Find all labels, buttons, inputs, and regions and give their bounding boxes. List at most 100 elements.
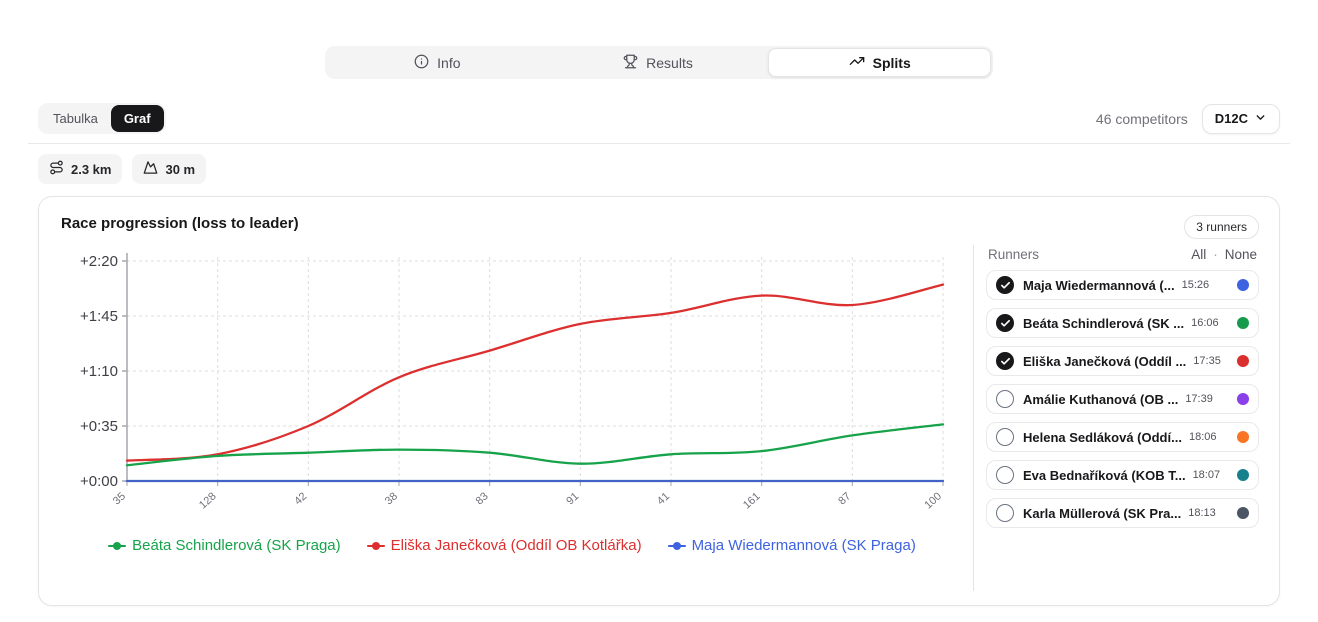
links-separator: · <box>1213 247 1218 262</box>
runner-color-dot <box>1237 393 1249 405</box>
chart-title: Race progression (loss to leader) <box>61 215 299 232</box>
climb-value: 30 m <box>165 161 196 177</box>
legend-marker-icon <box>667 541 686 550</box>
runner-time: 15:26 <box>1181 279 1210 291</box>
runner-time: 16:06 <box>1191 317 1219 329</box>
runner-name: Helena Sedláková (Oddí... <box>1023 429 1182 445</box>
tab-info[interactable]: Info <box>327 48 548 77</box>
runner-color-dot <box>1237 507 1249 519</box>
svg-text:100: 100 <box>922 490 944 511</box>
view-toggle: Tabulka Graf <box>38 103 166 134</box>
svg-text:41: 41 <box>655 490 672 507</box>
tab-results[interactable]: Results <box>548 48 769 77</box>
tab-splits[interactable]: Splits <box>768 48 992 77</box>
view-toggle-graf[interactable]: Graf <box>110 105 164 132</box>
runner-row[interactable]: Karla Müllerová (SK Pra... 18:13 <box>986 498 1259 528</box>
section-divider <box>28 143 1290 144</box>
svg-text:+1:10: +1:10 <box>80 363 118 380</box>
legend-item[interactable]: Maja Wiedermannová (SK Praga) <box>667 537 916 554</box>
controls-row: Tabulka Graf 46 competitors D12C <box>0 103 1318 134</box>
svg-text:+0:35: +0:35 <box>80 418 118 435</box>
runner-time: 18:06 <box>1188 431 1217 443</box>
runner-color-dot <box>1237 431 1249 443</box>
runner-time: 18:13 <box>1188 507 1216 519</box>
svg-text:87: 87 <box>836 490 853 507</box>
svg-text:35: 35 <box>111 490 128 507</box>
tab-info-label: Info <box>437 54 461 71</box>
chart-area: +0:00 +0:35 +1:10 +1:45 +2:20 35 128 42 38 83 91 41… <box>61 245 963 591</box>
class-select[interactable]: D12C <box>1201 103 1280 134</box>
runner-row[interactable]: Eva Bednaříková (KOB T... 18:07 <box>986 460 1259 490</box>
runner-time: 17:35 <box>1193 355 1221 367</box>
tab-bar: Info Results Splits <box>325 46 993 79</box>
runners-count-badge: 3 runners <box>1184 215 1259 239</box>
svg-text:128: 128 <box>197 490 219 511</box>
runner-row[interactable]: Maja Wiedermannová (... 15:26 <box>986 270 1259 300</box>
runner-name: Beáta Schindlerová (SK ... <box>1023 315 1185 331</box>
check-icon <box>1000 281 1010 289</box>
check-icon <box>1000 319 1010 327</box>
runner-checkbox[interactable] <box>996 352 1014 370</box>
runner-row[interactable]: Amálie Kuthanová (OB ... 17:39 <box>986 384 1259 414</box>
legend-label: Maja Wiedermannová (SK Praga) <box>691 537 916 554</box>
runner-color-dot <box>1237 469 1249 481</box>
runner-checkbox[interactable] <box>996 428 1014 446</box>
svg-text:161: 161 <box>741 490 763 511</box>
runner-checkbox[interactable] <box>996 314 1014 332</box>
runner-time: 17:39 <box>1185 393 1213 405</box>
runner-checkbox[interactable] <box>996 390 1014 408</box>
runner-checkbox[interactable] <box>996 276 1014 294</box>
distance-value: 2.3 km <box>71 161 112 177</box>
svg-text:+2:20: +2:20 <box>80 253 118 270</box>
runner-name: Amálie Kuthanová (OB ... <box>1023 391 1179 407</box>
tab-splits-label: Splits <box>872 54 911 71</box>
runner-name: Eva Bednaříková (KOB T... <box>1023 467 1186 483</box>
svg-text:+1:45: +1:45 <box>80 308 118 325</box>
runner-checkbox[interactable] <box>996 466 1014 484</box>
competitors-count: 46 competitors <box>1095 110 1188 127</box>
legend-label: Eliška Janečková (Oddíl OB Kotlářka) <box>390 537 642 554</box>
select-none-link[interactable]: None <box>1224 247 1257 262</box>
runner-time: 18:07 <box>1192 469 1221 481</box>
climb-badge: 30 m <box>132 154 207 184</box>
course-badges: 2.3 km 30 m <box>0 154 1318 184</box>
trending-up-icon <box>849 53 865 72</box>
class-select-value: D12C <box>1214 111 1248 126</box>
legend-marker-icon <box>366 541 385 550</box>
runner-checkbox[interactable] <box>996 504 1014 522</box>
legend-marker-icon <box>108 541 127 550</box>
svg-text:91: 91 <box>564 490 581 507</box>
trophy-icon <box>623 54 638 72</box>
runner-row[interactable]: Beáta Schindlerová (SK ... 16:06 <box>986 308 1259 338</box>
view-toggle-tabulka[interactable]: Tabulka <box>53 111 98 126</box>
runner-name: Karla Müllerová (SK Pra... <box>1023 505 1182 521</box>
legend-label: Beáta Schindlerová (SK Praga) <box>132 537 341 554</box>
svg-text:42: 42 <box>292 490 309 507</box>
legend-item[interactable]: Eliška Janečková (Oddíl OB Kotlářka) <box>366 537 642 554</box>
runners-panel-title: Runners <box>988 247 1040 262</box>
runner-row[interactable]: Helena Sedláková (Oddí... 18:06 <box>986 422 1259 452</box>
svg-text:+0:00: +0:00 <box>80 473 118 490</box>
header: Info Results Splits <box>0 0 1318 79</box>
chevron-down-icon <box>1254 111 1267 127</box>
chart-legend: Beáta Schindlerová (SK Praga) Eliška Jan… <box>108 537 916 554</box>
mountain-icon <box>143 160 158 178</box>
svg-text:83: 83 <box>474 490 491 507</box>
runner-row[interactable]: Eliška Janečková (Oddíl ... 17:35 <box>986 346 1259 376</box>
select-all-link[interactable]: All <box>1191 247 1207 262</box>
legend-item[interactable]: Beáta Schindlerová (SK Praga) <box>108 537 341 554</box>
runner-name: Eliška Janečková (Oddíl ... <box>1023 353 1187 369</box>
tab-results-label: Results <box>646 54 693 71</box>
svg-text:38: 38 <box>383 490 400 507</box>
runner-color-dot <box>1237 355 1249 367</box>
distance-badge: 2.3 km <box>38 154 123 184</box>
race-progression-card: Race progression (loss to leader) 3 runn… <box>38 196 1280 606</box>
runner-color-dot <box>1237 279 1249 291</box>
route-icon <box>49 160 64 178</box>
check-icon <box>1000 357 1010 365</box>
race-progression-chart[interactable]: +0:00 +0:35 +1:10 +1:45 +2:20 35 128 42 38 83 91 41… <box>61 245 963 533</box>
info-icon <box>414 54 429 72</box>
runners-panel: Runners All · None Maja Wiedermannová (.… <box>973 245 1259 591</box>
runner-name: Maja Wiedermannová (... <box>1023 277 1175 293</box>
runner-color-dot <box>1237 317 1249 329</box>
